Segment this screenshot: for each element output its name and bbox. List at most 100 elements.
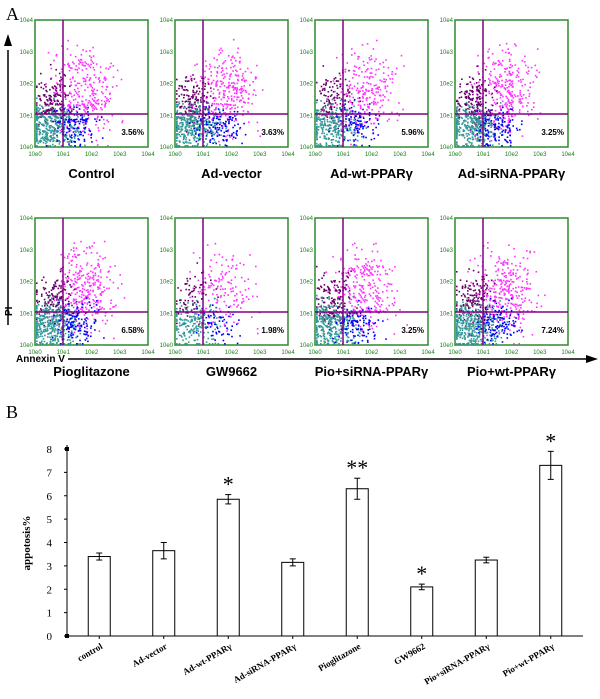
- event-dot: [39, 332, 42, 335]
- event-dot: [468, 106, 471, 108]
- event-dot: [68, 328, 70, 330]
- event-dot: [498, 126, 501, 129]
- event-dot: [471, 106, 474, 108]
- event-dot: [495, 85, 498, 88]
- event-dot: [216, 115, 218, 118]
- event-dot: [332, 130, 334, 132]
- event-dot: [473, 116, 476, 118]
- event-dot: [208, 273, 210, 276]
- event-dot: [458, 104, 461, 106]
- event-dot: [504, 129, 507, 131]
- event-dot: [84, 283, 86, 285]
- event-dot: [223, 300, 226, 303]
- event-dot: [222, 277, 224, 279]
- event-dot: [91, 277, 93, 279]
- event-dot: [226, 100, 229, 102]
- event-dot: [316, 109, 318, 111]
- event-dot: [500, 63, 502, 65]
- event-dot: [76, 278, 79, 281]
- event-dot: [346, 128, 348, 130]
- event-dot: [212, 79, 215, 82]
- event-dot: [36, 289, 38, 291]
- event-dot: [199, 286, 201, 289]
- event-dot: [210, 74, 212, 77]
- event-dot: [55, 309, 57, 312]
- event-dot: [61, 299, 63, 301]
- cells-necrotic: [176, 262, 219, 326]
- event-dot: [316, 134, 318, 137]
- event-dot: [196, 84, 199, 87]
- event-dot: [459, 105, 462, 107]
- event-dot: [100, 300, 102, 302]
- event-dot: [176, 98, 178, 100]
- event-dot: [353, 105, 355, 108]
- event-dot: [486, 118, 489, 121]
- event-dot: [83, 130, 85, 133]
- y-tick-label: 10e4: [300, 18, 314, 24]
- event-dot: [204, 108, 207, 111]
- event-dot: [209, 265, 211, 268]
- event-dot: [180, 118, 183, 121]
- event-dot: [356, 127, 358, 130]
- event-dot: [509, 63, 512, 66]
- event-dot: [373, 122, 376, 125]
- event-dot: [207, 83, 210, 85]
- event-dot: [37, 329, 39, 331]
- event-dot: [488, 110, 491, 113]
- event-dot: [60, 267, 63, 270]
- event-dot: [55, 87, 57, 89]
- plot-label: Ad-wt-PPARγ: [330, 166, 414, 181]
- event-dot: [477, 71, 479, 73]
- event-dot: [336, 84, 338, 87]
- event-dot: [348, 69, 350, 72]
- event-dot: [514, 43, 516, 45]
- event-dot: [361, 44, 364, 46]
- event-dot: [76, 118, 78, 121]
- event-dot: [329, 124, 332, 127]
- event-dot: [372, 76, 374, 78]
- event-dot: [330, 107, 333, 110]
- event-dot: [504, 67, 506, 70]
- event-dot: [502, 114, 505, 117]
- event-dot: [217, 316, 220, 319]
- event-dot: [73, 273, 75, 276]
- event-dot: [90, 252, 93, 254]
- event-dot: [236, 306, 238, 308]
- event-dot: [186, 80, 189, 83]
- event-dot: [48, 312, 51, 315]
- event-dot: [183, 116, 186, 119]
- event-dot: [228, 134, 231, 137]
- event-dot: [212, 310, 215, 312]
- event-dot: [384, 85, 387, 88]
- event-dot: [191, 97, 194, 99]
- event-dot: [96, 89, 98, 92]
- event-dot: [56, 322, 59, 324]
- event-dot: [480, 124, 482, 127]
- event-dot: [39, 343, 42, 345]
- event-dot: [212, 293, 214, 295]
- event-dot: [63, 108, 65, 110]
- event-dot: [41, 106, 44, 108]
- event-dot: [56, 295, 59, 297]
- event-dot: [96, 100, 98, 102]
- event-dot: [102, 127, 105, 129]
- event-dot: [483, 111, 485, 114]
- event-dot: [86, 331, 88, 334]
- event-dot: [461, 117, 463, 120]
- event-dot: [97, 312, 99, 315]
- event-dot: [75, 320, 78, 322]
- event-dot: [177, 287, 179, 289]
- event-dot: [356, 128, 358, 131]
- event-dot: [346, 62, 349, 64]
- event-dot: [475, 117, 478, 120]
- event-dot: [362, 135, 365, 138]
- event-dot: [255, 265, 257, 268]
- event-dot: [100, 308, 102, 310]
- event-dot: [81, 284, 83, 286]
- event-dot: [194, 111, 197, 113]
- event-dot: [391, 111, 393, 114]
- x-tick-label: 10e4: [561, 152, 575, 158]
- event-dot: [50, 332, 52, 335]
- event-dot: [354, 111, 356, 113]
- event-dot: [110, 62, 112, 65]
